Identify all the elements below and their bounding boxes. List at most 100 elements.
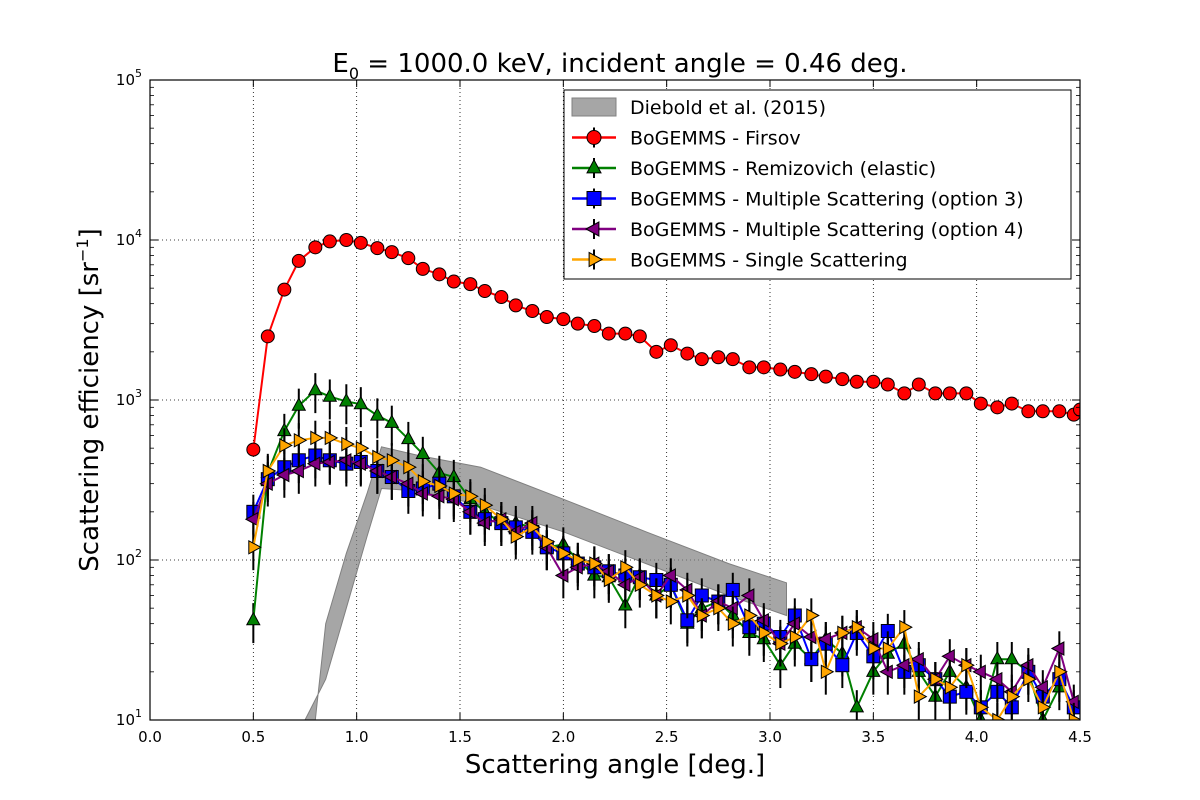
data-point xyxy=(322,388,338,402)
data-point xyxy=(882,641,897,656)
data-point xyxy=(324,430,339,446)
x-tick-label: 3.5 xyxy=(861,728,885,746)
data-point xyxy=(1034,679,1048,695)
data-point xyxy=(1019,657,1034,673)
data-point xyxy=(1050,641,1065,656)
data-point xyxy=(539,310,554,325)
data-point xyxy=(448,486,463,501)
data-point xyxy=(339,233,354,247)
legend-label: Diebold et al. (2015) xyxy=(630,97,826,119)
data-point xyxy=(556,312,571,327)
data-point xyxy=(248,539,262,555)
data-point xyxy=(463,277,478,292)
y-tick-label: 102 xyxy=(116,547,142,569)
data-point xyxy=(415,445,431,459)
y-tick-label: 104 xyxy=(116,227,142,249)
data-point xyxy=(817,631,831,647)
data-point xyxy=(383,469,397,485)
data-point xyxy=(570,316,585,331)
data-point xyxy=(415,261,430,276)
data-point xyxy=(944,679,959,695)
data-point xyxy=(787,364,802,379)
data-point xyxy=(293,432,308,448)
data-point xyxy=(1054,664,1068,680)
data-point xyxy=(740,588,755,603)
data-point xyxy=(694,352,709,367)
data-point xyxy=(755,612,769,628)
series-0 xyxy=(246,233,1080,457)
y-axis-ticks: 101 102 103 104 105 xyxy=(116,67,1080,729)
data-point xyxy=(572,552,587,568)
data-point xyxy=(632,329,647,344)
data-point xyxy=(988,671,1003,687)
data-point xyxy=(1052,404,1067,419)
data-point xyxy=(384,245,399,260)
data-point xyxy=(910,651,924,667)
data-point xyxy=(789,629,804,645)
x-tick-label: 2.5 xyxy=(655,728,679,746)
data-point xyxy=(866,374,881,389)
data-point xyxy=(820,664,835,680)
chart-title: E0 = 1000.0 keV, incident angle = 0.46 d… xyxy=(332,49,907,83)
data-point xyxy=(682,588,696,603)
data-point xyxy=(1006,689,1021,704)
data-point xyxy=(975,699,990,715)
data-point xyxy=(399,476,414,492)
data-point xyxy=(432,267,447,282)
data-point xyxy=(972,664,986,680)
x-tick-label: 2.0 xyxy=(551,728,575,746)
data-point xyxy=(775,636,789,652)
data-point xyxy=(711,350,726,365)
data-point xyxy=(961,657,975,673)
data-point xyxy=(651,588,665,603)
data-point xyxy=(386,452,401,468)
data-point xyxy=(620,559,634,575)
data-point xyxy=(307,381,323,396)
data-point xyxy=(696,608,711,623)
data-point xyxy=(662,568,676,583)
data-point xyxy=(835,658,850,673)
data-point xyxy=(663,338,678,353)
legend-label: BoGEMMS - Firsov xyxy=(630,128,801,150)
data-point xyxy=(744,608,758,623)
data-point xyxy=(465,488,479,504)
data-point xyxy=(275,467,290,483)
x-axis-ticks: 0.0 0.5 1.0 1.5 2.0 2.5 3.0 3.5 4.0 4.5 xyxy=(138,80,1092,746)
data-point xyxy=(849,698,865,713)
data-point xyxy=(541,534,556,550)
legend-label: BoGEMMS - Multiple Scattering (option 3) xyxy=(630,189,1024,211)
data-point xyxy=(864,631,879,647)
series-4 xyxy=(248,420,1080,720)
data-point xyxy=(508,298,523,313)
data-point xyxy=(724,600,738,616)
legend-band-swatch xyxy=(571,97,617,117)
data-point xyxy=(665,594,680,609)
x-axis-label: Scattering angle [deg.] xyxy=(465,750,765,780)
data-point xyxy=(758,625,773,641)
legend-marker xyxy=(586,130,602,145)
series-layer xyxy=(244,233,1080,720)
data-point xyxy=(403,459,417,475)
data-point xyxy=(461,504,476,520)
data-point xyxy=(589,556,603,571)
data-point xyxy=(959,386,974,401)
data-point xyxy=(990,400,1005,415)
y-tick-label: 101 xyxy=(116,707,142,729)
x-tick-label: 4.0 xyxy=(965,728,989,746)
data-point xyxy=(384,414,400,428)
data-point xyxy=(260,329,275,344)
data-point xyxy=(310,430,324,446)
data-point xyxy=(434,478,448,494)
x-tick-label: 0.5 xyxy=(241,728,265,746)
x-tick-label: 1.5 xyxy=(448,728,472,746)
data-point xyxy=(341,436,355,452)
data-point xyxy=(1023,671,1037,687)
data-point xyxy=(989,650,1005,665)
data-point xyxy=(446,274,461,289)
data-point xyxy=(479,497,494,513)
x-tick-label: 0.0 xyxy=(138,728,162,746)
data-point xyxy=(417,474,432,489)
data-point xyxy=(430,488,445,504)
data-point xyxy=(245,611,261,626)
